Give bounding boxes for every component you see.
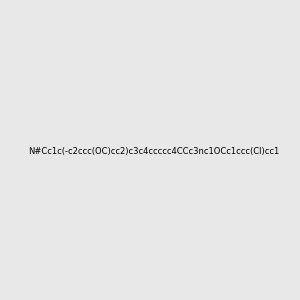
Text: N#Cc1c(-c2ccc(OC)cc2)c3c4ccccc4CCc3nc1OCc1ccc(Cl)cc1: N#Cc1c(-c2ccc(OC)cc2)c3c4ccccc4CCc3nc1OC…	[28, 147, 279, 156]
